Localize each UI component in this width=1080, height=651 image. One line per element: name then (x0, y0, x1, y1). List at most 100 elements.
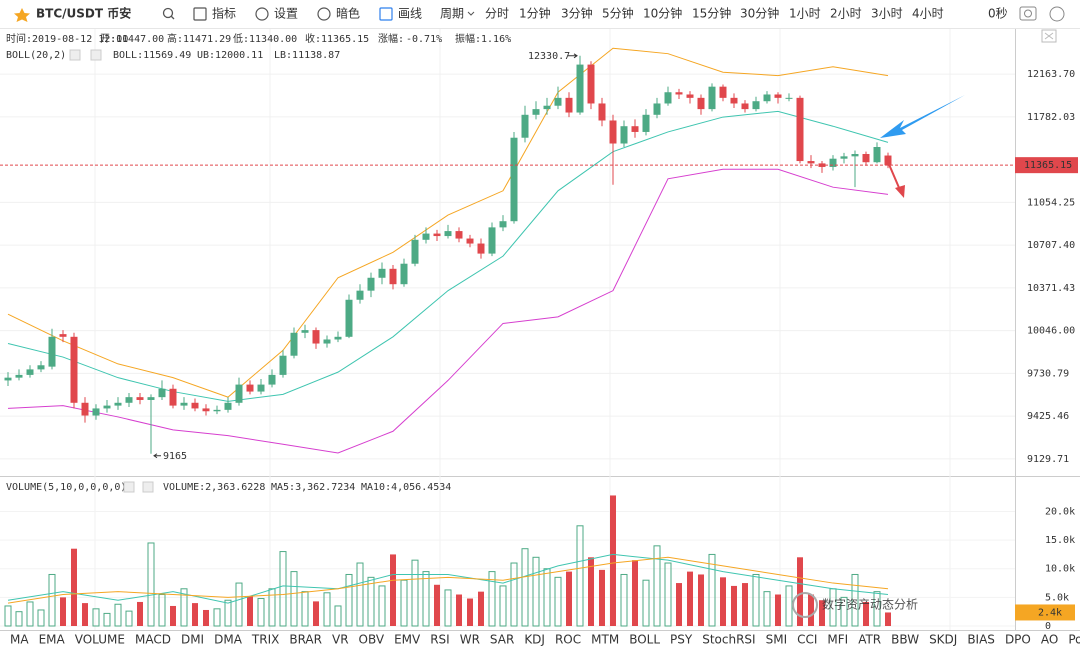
price-tick-label: 12163.70 (1027, 69, 1075, 80)
period-button[interactable]: 1小时 (789, 7, 821, 21)
indicator-tab[interactable]: ROC (555, 633, 581, 647)
candle-body (433, 233, 441, 237)
legend-toggle[interactable] (90, 49, 102, 61)
indicator-tab[interactable]: OBV (359, 633, 385, 647)
indicator-tab[interactable]: MFI (827, 633, 848, 647)
pane-close[interactable] (1041, 29, 1057, 43)
volume-bar (192, 603, 198, 626)
legend-toggle[interactable] (142, 481, 154, 493)
volume-bar (488, 571, 496, 627)
settings-icon[interactable] (1049, 6, 1065, 22)
indicator-tab[interactable]: EMA (39, 633, 66, 647)
volume-bar (224, 599, 232, 627)
volume-bar (851, 573, 859, 627)
volume-bar (213, 608, 221, 627)
volume-badge (1015, 604, 1075, 621)
volume-bar (620, 573, 628, 627)
indicator-tab[interactable]: DMI (181, 633, 204, 647)
candle-body (400, 263, 408, 285)
indicator-tab[interactable]: ATR (858, 633, 881, 647)
indicator-tab[interactable]: Position (1068, 633, 1080, 647)
indicator-tab[interactable]: EMV (394, 633, 421, 647)
toolbar-bg (0, 0, 1080, 28)
period-button[interactable]: 1分钟 (519, 6, 551, 21)
period-label[interactable]: 周期 (440, 7, 464, 21)
candle-body (730, 97, 738, 104)
indicator-tab[interactable]: AO (1041, 633, 1058, 647)
period-button[interactable]: 30分钟 (740, 6, 779, 21)
indicator-tab[interactable]: DPO (1005, 633, 1031, 647)
volume-tick-label: 10.0k (1045, 564, 1075, 575)
candle-body (521, 114, 529, 138)
candle-body (290, 332, 298, 356)
camera-icon[interactable] (1019, 6, 1037, 21)
period-button[interactable]: 15分钟 (692, 6, 731, 21)
volume-bar (478, 591, 484, 626)
volume-tick-label: 20.0k (1045, 506, 1075, 517)
period-button[interactable]: 分时 (485, 7, 509, 21)
indicator-tab[interactable]: RSI (430, 633, 450, 647)
legend-toggle[interactable] (123, 481, 135, 493)
period-button[interactable]: 2小时 (830, 7, 862, 21)
search-icon[interactable] (162, 7, 174, 19)
low-annotation: 9165 (163, 451, 187, 462)
volume-bar (125, 610, 133, 627)
indicator-tab[interactable]: SAR (490, 633, 514, 647)
indicator-tab[interactable]: KDJ (524, 633, 545, 647)
dropdown-caret (467, 11, 475, 16)
period-button[interactable]: 3分钟 (561, 6, 593, 21)
price-tick-label: 10707.40 (1027, 240, 1075, 251)
indicator-tab[interactable]: MTM (591, 633, 619, 647)
volume-bar (411, 559, 419, 627)
candle-body (763, 94, 771, 102)
indicator-tab[interactable]: BOLL (629, 633, 660, 647)
info-item: -0.71% (406, 34, 442, 45)
indicator-tab[interactable]: VR (332, 633, 349, 647)
volume-bar (720, 577, 726, 626)
volume-legend: MA10:4,056.4534 (361, 482, 451, 493)
candle-body (213, 409, 221, 412)
indicator-tab[interactable]: BIAS (967, 633, 995, 647)
volume-bar (885, 612, 891, 626)
indicator-tab[interactable]: VOLUME (75, 633, 125, 647)
volume-bar (434, 584, 440, 626)
tool-button[interactable]: 设置 (274, 7, 298, 21)
indicator-tab[interactable]: PSY (670, 633, 693, 647)
tool-button[interactable]: 指标 (212, 6, 236, 21)
period-button[interactable]: 5分钟 (602, 6, 634, 21)
candle-body (48, 336, 56, 367)
boll-legend: UB:12000.11 (197, 50, 263, 61)
candle-body (389, 268, 397, 285)
volume-bar (610, 495, 616, 626)
indicator-tab[interactable]: CCI (797, 633, 817, 647)
info-item: 收:11365.15 (305, 32, 369, 45)
indicator-tab[interactable]: SKDJ (929, 633, 957, 647)
tool-button[interactable]: 暗色 (336, 6, 360, 21)
star-icon[interactable] (14, 8, 30, 22)
indicator-tab[interactable]: BBW (891, 633, 919, 647)
indicator-tab[interactable]: DMA (214, 633, 243, 647)
volume-bar (82, 603, 88, 626)
boll-legend: BOLL:11569.49 (113, 50, 191, 61)
candle-body (15, 374, 23, 378)
indicator-tab[interactable]: MACD (135, 633, 171, 647)
candle-body (323, 339, 331, 344)
candle-body (499, 221, 507, 228)
price-tick-label: 9425.46 (1027, 411, 1069, 422)
indicator-tab[interactable]: TRIX (251, 633, 279, 647)
indicator-tab[interactable]: MA (10, 633, 29, 647)
indicator-tab[interactable]: SMI (766, 633, 788, 647)
legend-toggle[interactable] (69, 49, 81, 61)
boll-legend: LB:11138.87 (274, 50, 340, 61)
indicator-tab[interactable]: BRAR (289, 633, 322, 647)
tool-button[interactable]: 画线 (398, 7, 422, 21)
candle-body (862, 154, 870, 163)
period-button[interactable]: 10分钟 (643, 6, 682, 21)
symbol: BTC/USDT 币安 (36, 6, 131, 21)
indicator-tab[interactable]: WR (460, 633, 480, 647)
candle-body (873, 147, 881, 163)
indicator-tab[interactable]: StochRSI (702, 633, 755, 647)
price-tick-label: 11054.25 (1027, 197, 1075, 208)
period-button[interactable]: 3小时 (871, 7, 903, 21)
period-button[interactable]: 4小时 (912, 7, 944, 21)
